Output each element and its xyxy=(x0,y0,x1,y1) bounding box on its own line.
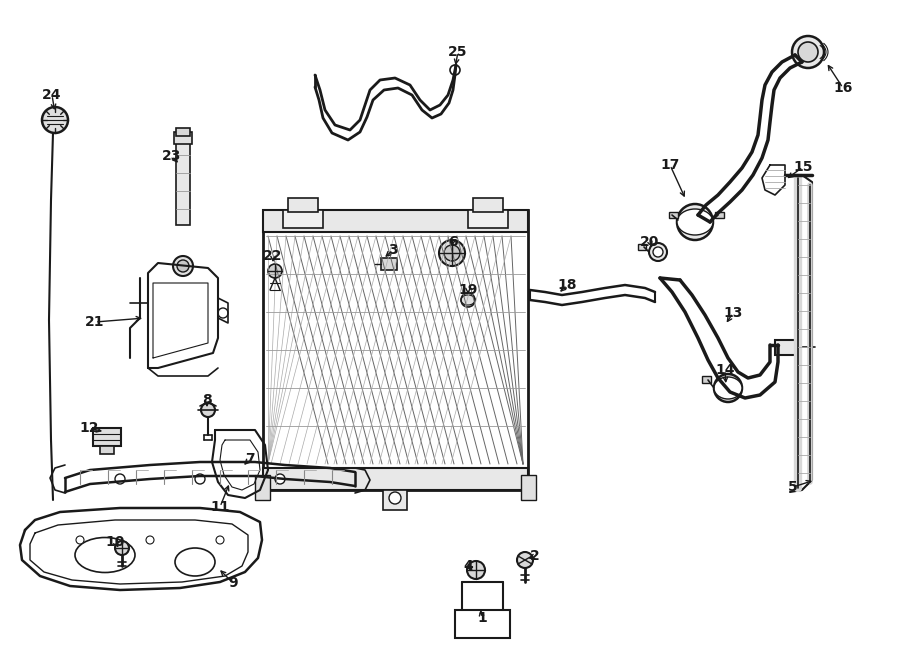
Text: 18: 18 xyxy=(557,278,577,292)
Text: 10: 10 xyxy=(105,535,125,549)
Bar xyxy=(715,212,724,218)
Text: 13: 13 xyxy=(724,306,742,320)
Circle shape xyxy=(792,36,824,68)
Text: 15: 15 xyxy=(793,160,813,174)
Circle shape xyxy=(517,552,533,568)
Bar xyxy=(288,198,318,212)
Circle shape xyxy=(201,403,215,417)
Circle shape xyxy=(177,260,189,272)
Circle shape xyxy=(798,42,818,62)
Circle shape xyxy=(684,211,706,233)
Text: 11: 11 xyxy=(211,500,230,514)
Bar xyxy=(383,490,407,510)
Text: 22: 22 xyxy=(263,249,283,263)
Text: 6: 6 xyxy=(448,235,458,249)
Circle shape xyxy=(450,65,460,75)
Circle shape xyxy=(653,247,663,257)
Text: 2: 2 xyxy=(530,549,540,563)
Bar xyxy=(176,128,190,136)
Circle shape xyxy=(439,240,465,266)
Circle shape xyxy=(76,536,84,544)
Bar xyxy=(263,468,528,490)
Circle shape xyxy=(115,474,125,484)
Text: 8: 8 xyxy=(202,393,211,407)
Text: 3: 3 xyxy=(388,243,398,257)
Circle shape xyxy=(275,474,285,484)
Text: 21: 21 xyxy=(86,315,104,329)
Bar xyxy=(455,610,510,638)
Text: 1: 1 xyxy=(477,611,487,625)
Circle shape xyxy=(649,243,667,261)
Text: 7: 7 xyxy=(245,452,255,466)
Text: 14: 14 xyxy=(716,363,734,377)
Text: 12: 12 xyxy=(79,421,99,435)
Circle shape xyxy=(720,380,736,396)
Circle shape xyxy=(218,308,228,318)
Bar xyxy=(176,140,190,225)
Bar xyxy=(473,198,503,212)
Circle shape xyxy=(714,374,742,402)
Circle shape xyxy=(461,293,475,307)
Circle shape xyxy=(195,474,205,484)
Bar xyxy=(702,376,711,383)
Bar xyxy=(638,244,646,250)
Bar xyxy=(100,446,114,454)
Bar xyxy=(521,475,536,500)
Bar xyxy=(263,210,528,232)
Bar xyxy=(283,210,323,228)
Circle shape xyxy=(42,107,68,133)
Bar xyxy=(255,475,270,500)
Text: 19: 19 xyxy=(458,283,478,297)
Text: 20: 20 xyxy=(640,235,660,249)
Ellipse shape xyxy=(677,209,713,235)
Bar xyxy=(669,212,678,218)
Text: 25: 25 xyxy=(448,45,468,59)
Text: 17: 17 xyxy=(661,158,680,172)
Circle shape xyxy=(467,561,485,579)
Text: 9: 9 xyxy=(229,576,238,590)
Circle shape xyxy=(216,536,224,544)
Bar xyxy=(381,258,397,270)
Bar xyxy=(93,428,121,446)
Circle shape xyxy=(389,492,401,504)
Text: 4: 4 xyxy=(464,559,472,573)
Ellipse shape xyxy=(714,377,742,399)
Circle shape xyxy=(677,204,713,240)
Circle shape xyxy=(146,536,154,544)
Text: 16: 16 xyxy=(833,81,852,95)
Text: 23: 23 xyxy=(162,149,182,163)
Text: 24: 24 xyxy=(42,88,62,102)
Bar xyxy=(775,340,797,355)
Bar xyxy=(263,210,528,490)
Bar xyxy=(468,210,508,228)
Circle shape xyxy=(115,541,129,555)
Bar xyxy=(174,132,192,144)
Circle shape xyxy=(268,264,282,278)
Circle shape xyxy=(173,256,193,276)
Text: 5: 5 xyxy=(788,480,798,494)
Circle shape xyxy=(444,245,460,261)
